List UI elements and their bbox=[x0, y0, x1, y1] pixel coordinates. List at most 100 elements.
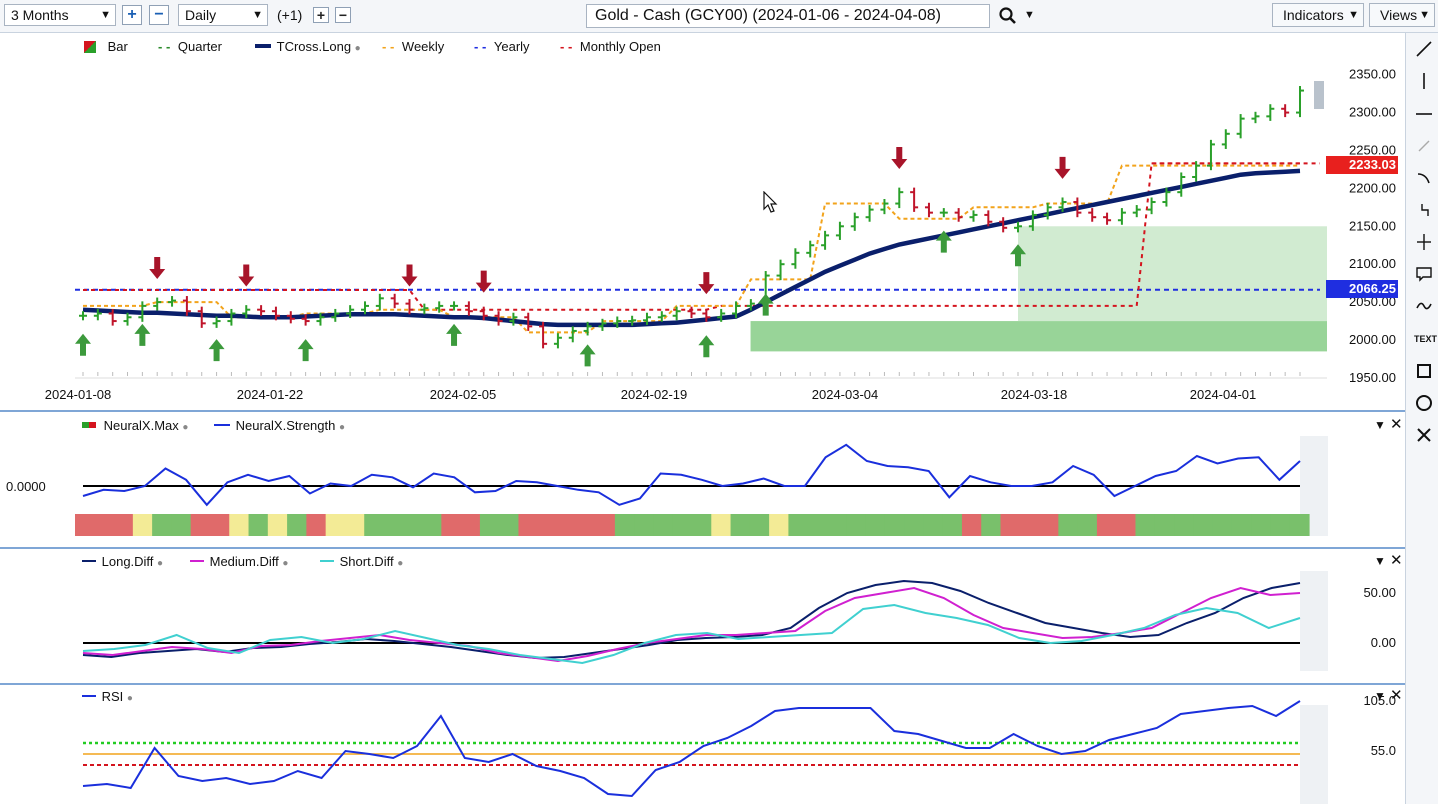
bar-swatch-icon bbox=[82, 422, 96, 428]
legend-neuralx-strength-label: NeuralX.Strength bbox=[235, 418, 336, 433]
solid-line-icon bbox=[82, 560, 96, 562]
buy-signal-arrow-icon bbox=[1010, 244, 1027, 267]
neuralx-panel[interactable]: NeuralX.Max ● NeuralX.Strength ● 0.0000 … bbox=[0, 412, 1405, 547]
draw-crosshair-button[interactable] bbox=[1414, 232, 1434, 252]
draw-callout-button[interactable] bbox=[1414, 264, 1434, 284]
draw-arc-button[interactable] bbox=[1414, 168, 1434, 188]
legend-tcross: TCross.Long ● bbox=[255, 39, 361, 54]
legend-long-diff-label: Long.Diff bbox=[101, 554, 154, 569]
settings-dot-icon[interactable]: ● bbox=[126, 693, 133, 704]
neuralx-max-cell bbox=[267, 514, 288, 536]
panel-collapse-button[interactable]: ▼ bbox=[1374, 418, 1386, 432]
legend-short-diff: Short.Diff ● bbox=[320, 554, 403, 569]
settings-dot-icon[interactable]: ● bbox=[354, 43, 361, 54]
draw-curve-button[interactable] bbox=[1414, 296, 1434, 316]
settings-dot-icon[interactable]: ● bbox=[157, 558, 164, 569]
minus-icon: − bbox=[154, 6, 164, 23]
interval-select[interactable]: Daily ▼ bbox=[178, 4, 268, 26]
panel-collapse-button[interactable]: ▼ bbox=[1374, 554, 1386, 568]
circle-icon bbox=[1416, 395, 1432, 411]
neuralx-max-cell bbox=[557, 514, 577, 536]
settings-dot-icon[interactable]: ● bbox=[182, 422, 189, 433]
draw-horizontal-line-button[interactable] bbox=[1414, 104, 1434, 124]
neuralx-max-cell bbox=[325, 514, 346, 536]
buy-signal-arrow-icon bbox=[208, 339, 225, 362]
neuralx-max-cell bbox=[422, 514, 442, 536]
y-tick-label: 2150.00 bbox=[1349, 218, 1396, 233]
legend-bar: Bar bbox=[84, 39, 128, 54]
medium-diff-line bbox=[82, 586, 1301, 663]
chevron-down-icon: ▼ bbox=[1024, 9, 1035, 21]
legend-yearly: - - Yearly bbox=[474, 39, 530, 54]
legend-rsi-label: RSI bbox=[101, 689, 124, 704]
draw-text-button[interactable]: TEXT bbox=[1414, 329, 1437, 349]
panel-close-button[interactable]: ✕ bbox=[1390, 551, 1403, 569]
neuralx-max-cell bbox=[1039, 514, 1059, 536]
draw-step-button[interactable] bbox=[1414, 200, 1434, 220]
draw-ellipse-button[interactable] bbox=[1414, 393, 1434, 413]
panel-scroll-area bbox=[1300, 705, 1328, 804]
close-icon bbox=[1417, 428, 1431, 442]
solid-line-icon bbox=[190, 560, 204, 562]
sell-signal-arrow-icon bbox=[401, 264, 418, 287]
neuralx-max-cell bbox=[1096, 514, 1117, 536]
search-icon bbox=[999, 7, 1016, 24]
diff-chart[interactable]: 0.00 50.00 bbox=[0, 549, 1405, 683]
panel-divider[interactable] bbox=[0, 547, 1405, 549]
speech-bubble-icon bbox=[1416, 267, 1432, 282]
rsi-chart[interactable]: 55.0 105.0 bbox=[0, 685, 1405, 804]
neuralx-max-cell bbox=[614, 514, 635, 536]
neuralx-max-cell bbox=[171, 514, 192, 536]
offset-increase-button[interactable]: + bbox=[313, 7, 329, 23]
panel-collapse-button[interactable]: ▼ bbox=[1374, 689, 1386, 703]
x-tick-label: 2024-04-01 bbox=[1190, 387, 1257, 402]
offset-decrease-button[interactable]: − bbox=[335, 7, 351, 23]
neuralx-max-cell bbox=[132, 514, 153, 536]
legend-monthly-open: - - Monthly Open bbox=[560, 39, 661, 54]
settings-dot-icon[interactable]: ● bbox=[338, 422, 346, 433]
buy-signal-arrow-icon bbox=[935, 230, 952, 253]
settings-dot-icon[interactable]: ● bbox=[282, 558, 289, 569]
minus-icon: − bbox=[338, 7, 348, 23]
vertical-scrollbar-thumb[interactable] bbox=[1314, 81, 1324, 109]
x-tick-label: 2024-01-22 bbox=[237, 387, 304, 402]
symbol-title-field[interactable]: Gold - Cash (GCY00) (2024-01-06 - 2024-0… bbox=[586, 4, 990, 28]
draw-rectangle-button[interactable] bbox=[1414, 361, 1434, 381]
panel-divider[interactable] bbox=[0, 683, 1405, 685]
neuralx-chart[interactable] bbox=[0, 412, 1405, 547]
zoom-in-button[interactable]: + bbox=[122, 5, 142, 25]
price-panel[interactable]: 1950.00 2000.00 2050.00 2100.00 2150.00 2200.… bbox=[0, 33, 1405, 410]
neuralx-max-cell bbox=[904, 514, 924, 536]
neuralx-max-cell bbox=[595, 514, 616, 536]
views-button[interactable]: Views ▼ bbox=[1369, 3, 1435, 27]
legend-neuralx-max: NeuralX.Max ● bbox=[82, 418, 188, 433]
price-chart[interactable]: 1950.002000.002050.002100.002150.002200.… bbox=[0, 33, 1405, 410]
neuralx-max-cell bbox=[1193, 514, 1214, 536]
settings-dot-icon[interactable]: ● bbox=[397, 558, 404, 569]
draw-trendline-button[interactable] bbox=[1414, 39, 1434, 59]
neuralx-max-cell bbox=[1251, 514, 1272, 536]
panel-close-button[interactable]: ✕ bbox=[1390, 686, 1403, 704]
panel-close-button[interactable]: ✕ bbox=[1390, 415, 1403, 433]
buy-signal-arrow-icon bbox=[446, 323, 463, 346]
search-dropdown-chevron[interactable]: ▼ bbox=[1024, 9, 1035, 21]
rsi-panel[interactable]: 55.0 105.0 RSI ● ▼ ✕ bbox=[0, 685, 1405, 804]
indicators-button[interactable]: Indicators ▼ bbox=[1272, 3, 1364, 27]
neuralx-max-cell bbox=[441, 514, 462, 536]
panel-divider[interactable] bbox=[0, 410, 1405, 412]
delete-drawings-button[interactable] bbox=[1414, 425, 1434, 445]
symbol-title: Gold - Cash (GCY00) (2024-01-06 - 2024-0… bbox=[595, 7, 941, 24]
toolbar: 3 Months ▼ + − Daily ▼ (+1) + − Gold - C… bbox=[0, 0, 1438, 33]
close-icon: ✕ bbox=[1390, 552, 1403, 569]
zoom-out-button[interactable]: − bbox=[149, 5, 169, 25]
search-button[interactable] bbox=[998, 6, 1018, 26]
y-tick-label: 105.0 bbox=[1363, 693, 1396, 708]
indicators-label: Indicators bbox=[1283, 7, 1344, 23]
long-diff-line bbox=[82, 579, 1301, 660]
draw-ray-button[interactable] bbox=[1414, 136, 1434, 156]
neuralx-max-cell bbox=[826, 514, 847, 536]
arc-icon bbox=[1417, 173, 1430, 184]
diff-panel[interactable]: 0.00 50.00 Long.Diff ● Medium.Diff ● Shor… bbox=[0, 549, 1405, 683]
draw-vertical-line-button[interactable] bbox=[1414, 71, 1434, 91]
period-select[interactable]: 3 Months ▼ bbox=[4, 4, 116, 26]
